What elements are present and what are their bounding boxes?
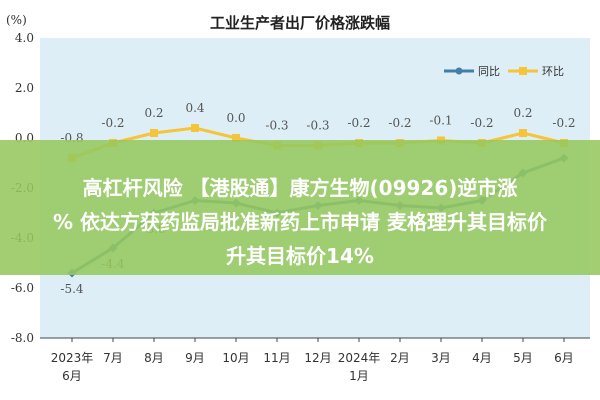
data-label-mom: -0.2 <box>388 116 411 130</box>
data-label-mom: -0.2 <box>552 116 575 130</box>
legend-label-yoy: 同比 <box>478 65 500 78</box>
x-ticks: 2023年 6月 7月 8月 9月 10月 11月 12月 2024年 1月 2月 3月 4月 5月 6月 <box>51 338 574 383</box>
y-tick-label: 2.0 <box>15 81 34 95</box>
legend-marker-yoy <box>455 67 463 75</box>
data-label-mom: -0.2 <box>347 116 370 130</box>
x-tick-label: 7月 <box>103 351 123 365</box>
data-label-mom: -0.1 <box>429 114 452 128</box>
chart-title: 工业生产者出厂价格涨跌幅 <box>210 14 390 32</box>
data-point-mom <box>519 129 527 137</box>
y-tick-label: -6.0 <box>11 281 34 295</box>
x-tick-label: 5月 <box>513 351 533 365</box>
data-label-mom: 0.4 <box>185 101 204 115</box>
data-label-mom: -0.3 <box>306 119 329 133</box>
data-point-mom <box>232 134 240 142</box>
x-tick-label: 2024年 <box>338 351 381 365</box>
legend: 同比 环比 <box>444 65 564 78</box>
data-label-mom: -0.2 <box>470 116 493 130</box>
data-label-mom: -0.3 <box>265 119 288 133</box>
data-label-mom: -0.2 <box>101 116 124 130</box>
x-tick-label: 11月 <box>263 351 290 365</box>
x-tick-label: 12月 <box>304 351 331 365</box>
y-tick-label: 4.0 <box>15 31 34 45</box>
data-point-mom <box>191 124 199 132</box>
data-label-yoy: -5.4 <box>60 282 84 296</box>
y-tick-label: -8.0 <box>11 331 34 345</box>
x-tick-label: 2023年 <box>51 351 94 365</box>
x-tick-label: 1月 <box>349 369 369 383</box>
legend-label-mom: 环比 <box>542 65 564 78</box>
x-tick-label: 10月 <box>222 351 249 365</box>
x-tick-label: 6月 <box>554 351 574 365</box>
data-label-mom: 0.2 <box>513 106 532 120</box>
x-tick-label: 4月 <box>472 351 492 365</box>
x-tick-label: 6月 <box>62 369 82 383</box>
x-tick-label: 9月 <box>185 351 205 365</box>
legend-marker-mom <box>519 67 527 75</box>
banner-line-1: 高杠杆风险 【港股通】康方生物(09926)逆市涨 <box>82 176 518 200</box>
overlay-banner: 高杠杆风险 【港股通】康方生物(09926)逆市涨 % 依达方获药监局批准新药上… <box>0 140 600 275</box>
banner-line-3: 升其目标价14% <box>226 244 374 268</box>
x-tick-label: 8月 <box>144 351 164 365</box>
y-axis-unit: (%) <box>6 13 27 27</box>
data-label-mom: 0.2 <box>144 106 163 120</box>
x-tick-label: 2月 <box>390 351 410 365</box>
banner-line-2: % 依达方获药监局批准新药上市申请 麦格理升其目标价 <box>53 210 547 234</box>
x-tick-label: 3月 <box>431 351 451 365</box>
data-point-mom <box>150 129 158 137</box>
data-label-mom: 0.0 <box>226 111 245 125</box>
